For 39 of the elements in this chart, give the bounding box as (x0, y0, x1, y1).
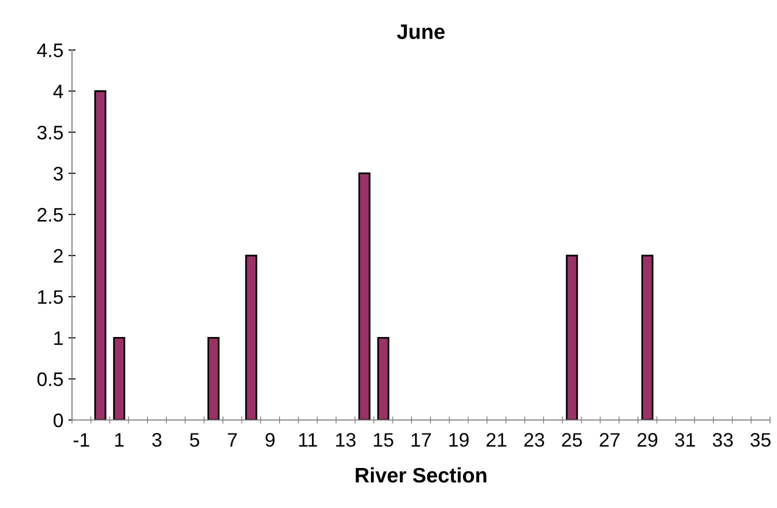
y-tick-label: 1 (54, 331, 63, 345)
y-tick-label: 4 (53, 84, 64, 98)
bar (358, 172, 370, 420)
x-tick-label: 21 (486, 433, 506, 447)
y-tick-label: 4.5 (37, 44, 63, 58)
y-tick-label: 2.5 (38, 208, 63, 222)
y-tick-label: 0.5 (37, 372, 63, 386)
bar (113, 336, 126, 420)
x-tick-label: 27 (600, 433, 620, 447)
x-tick-label: 33 (712, 433, 733, 447)
y-tick-label: 1.5 (38, 290, 63, 304)
bar (641, 254, 654, 420)
bar (245, 254, 258, 420)
x-tick-label: 9 (266, 433, 275, 447)
y-tick-label: 2 (54, 249, 63, 263)
y-tick-label: 3.5 (37, 126, 63, 140)
x-tick-label: 19 (449, 433, 469, 447)
x-tick-label: 13 (336, 433, 356, 447)
x-tick-label: 17 (412, 433, 431, 447)
x-tick-label: 35 (750, 433, 771, 447)
x-tick-label: 11 (299, 433, 317, 447)
x-tick-label: 5 (190, 433, 200, 447)
x-tick-label: 25 (562, 433, 582, 447)
x-tick-label: 23 (524, 433, 544, 447)
y-tick-label: 0 (54, 413, 63, 428)
x-tick-label: 15 (374, 433, 394, 447)
x-tick-label: 3 (152, 433, 162, 447)
x-tick-label: 7 (228, 433, 237, 447)
bar (94, 90, 106, 420)
x-tick-label: 1 (115, 433, 124, 447)
x-axis-title: River Section (356, 467, 486, 483)
x-tick-label: 31 (675, 433, 695, 447)
bar (207, 336, 220, 420)
x-tick-label: -1 (74, 433, 90, 447)
x-tick-label: 29 (638, 433, 658, 447)
bar (377, 336, 390, 420)
bar (566, 254, 578, 420)
y-tick-label: 3 (54, 166, 63, 181)
chart-title: June (397, 24, 445, 40)
